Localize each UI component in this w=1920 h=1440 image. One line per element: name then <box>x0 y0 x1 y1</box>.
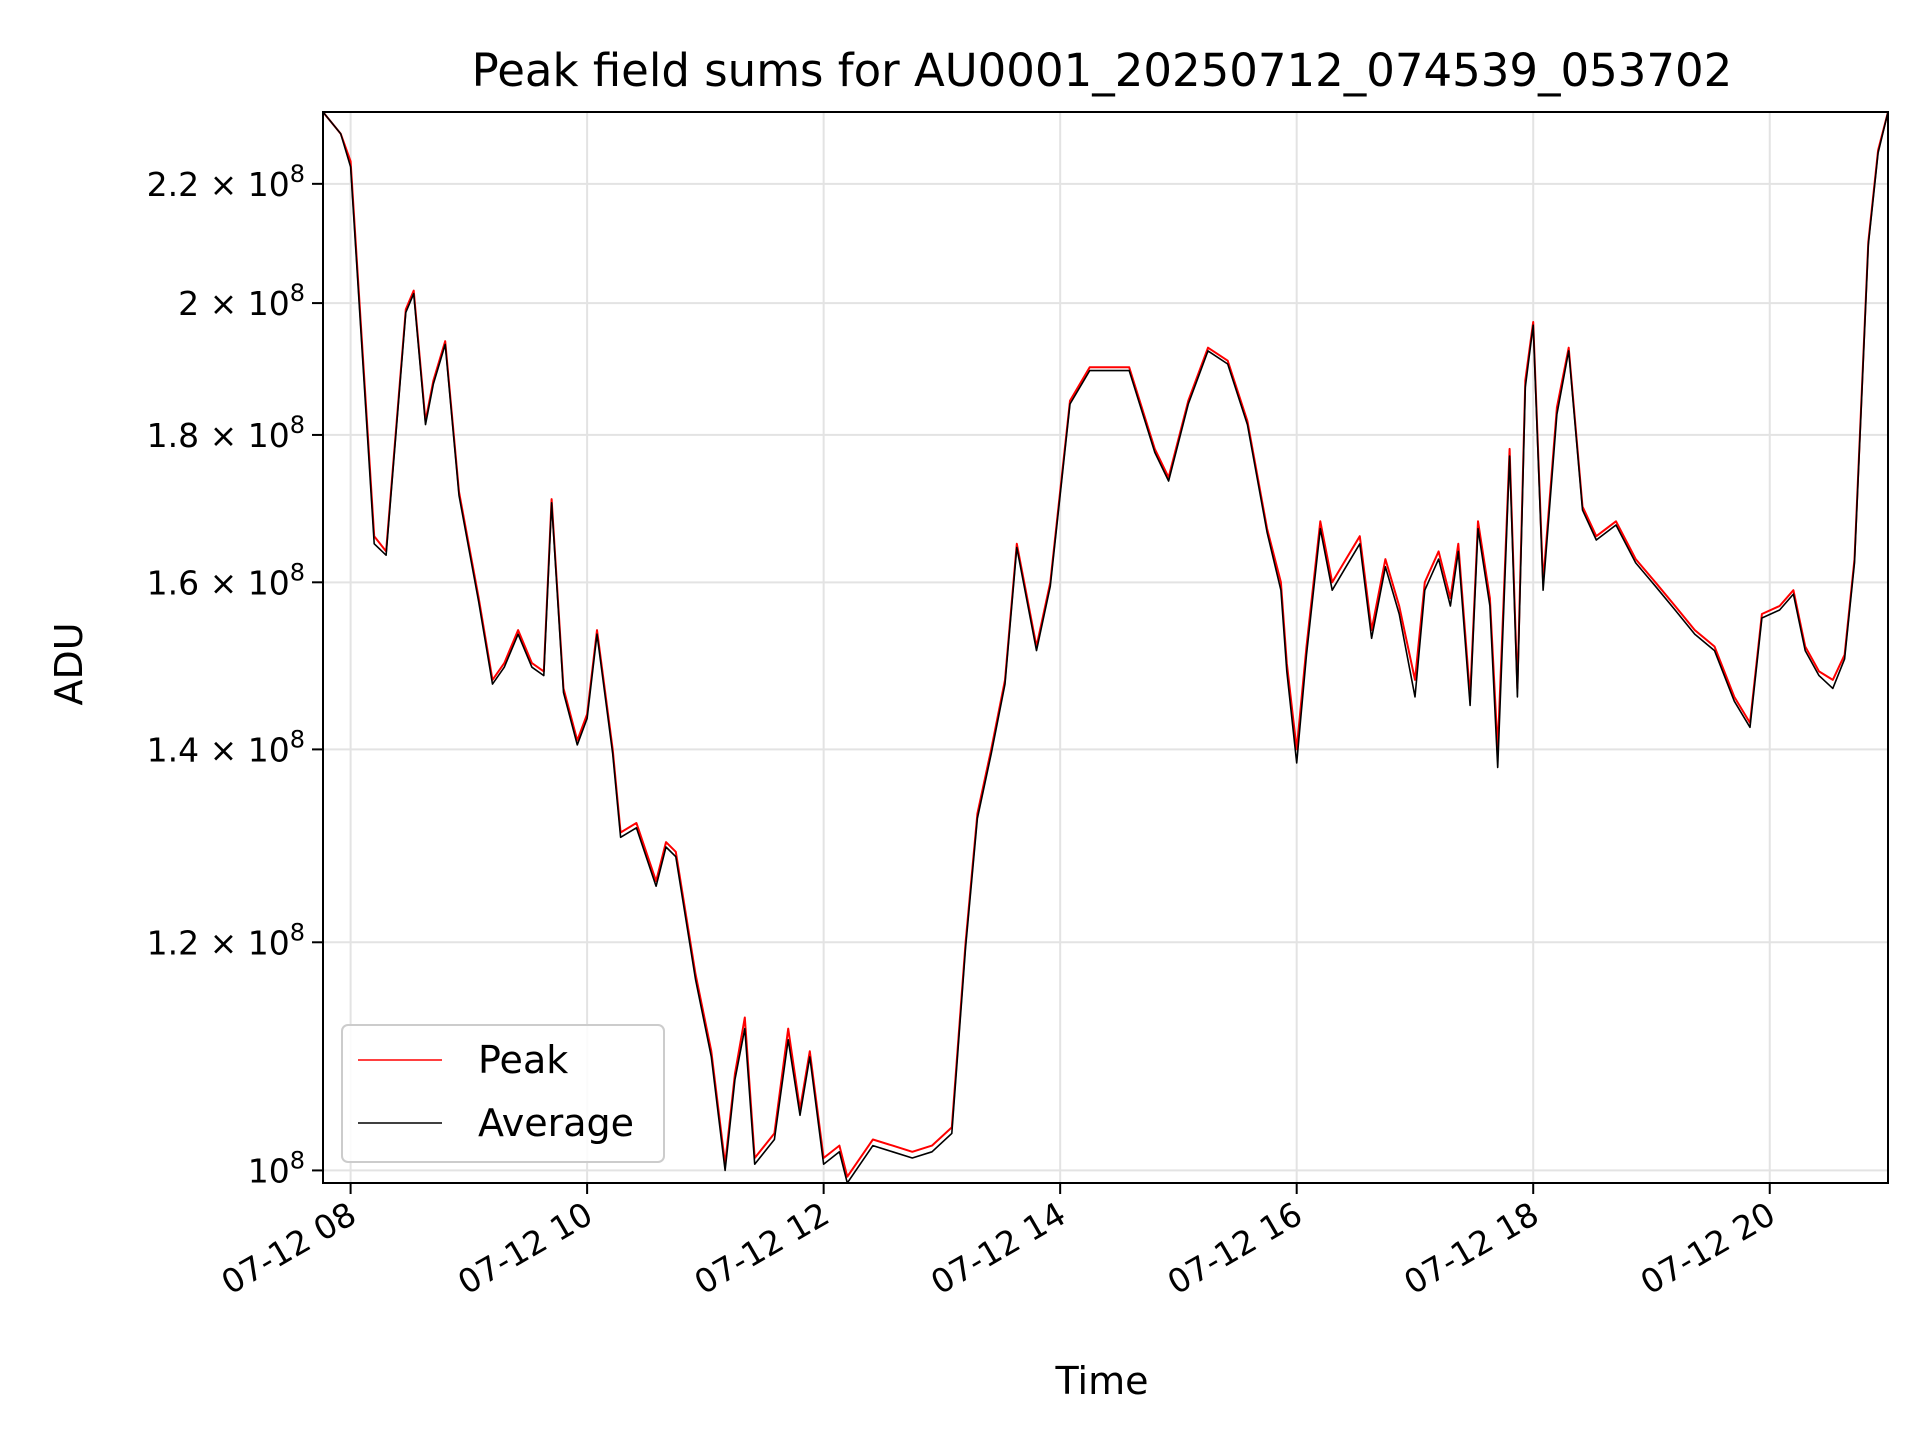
y-tick-label: 1.2 × 108 <box>147 918 305 962</box>
legend-label-average: Average <box>478 1101 634 1145</box>
y-axis-ticks: 108 1.2 × 108 1.4 × 108 1.6 × 108 1.8 × 108 2… <box>147 160 323 1190</box>
series-lines <box>323 112 1888 1183</box>
y-tick-label: 1.4 × 108 <box>147 725 305 769</box>
y-axis-label: ADU <box>47 622 91 705</box>
legend-label-peak: Peak <box>478 1038 568 1082</box>
series-line-peak <box>323 112 1888 1178</box>
grid <box>323 112 1888 1183</box>
chart-title: Peak field sums for AU0001_20250712_0745… <box>472 44 1733 97</box>
y-tick-label: 108 <box>248 1146 305 1190</box>
y-tick-label: 1.6 × 108 <box>147 558 305 602</box>
legend: Peak Average <box>341 1024 665 1163</box>
y-tick-label: 1.8 × 108 <box>147 411 305 455</box>
series-line-average <box>323 112 1888 1183</box>
y-tick-label: 2.2 × 108 <box>147 160 305 204</box>
plot-frame <box>322 111 1889 1184</box>
y-tick-label: 2 × 108 <box>178 279 305 323</box>
x-axis-label: Time <box>1055 1359 1149 1403</box>
